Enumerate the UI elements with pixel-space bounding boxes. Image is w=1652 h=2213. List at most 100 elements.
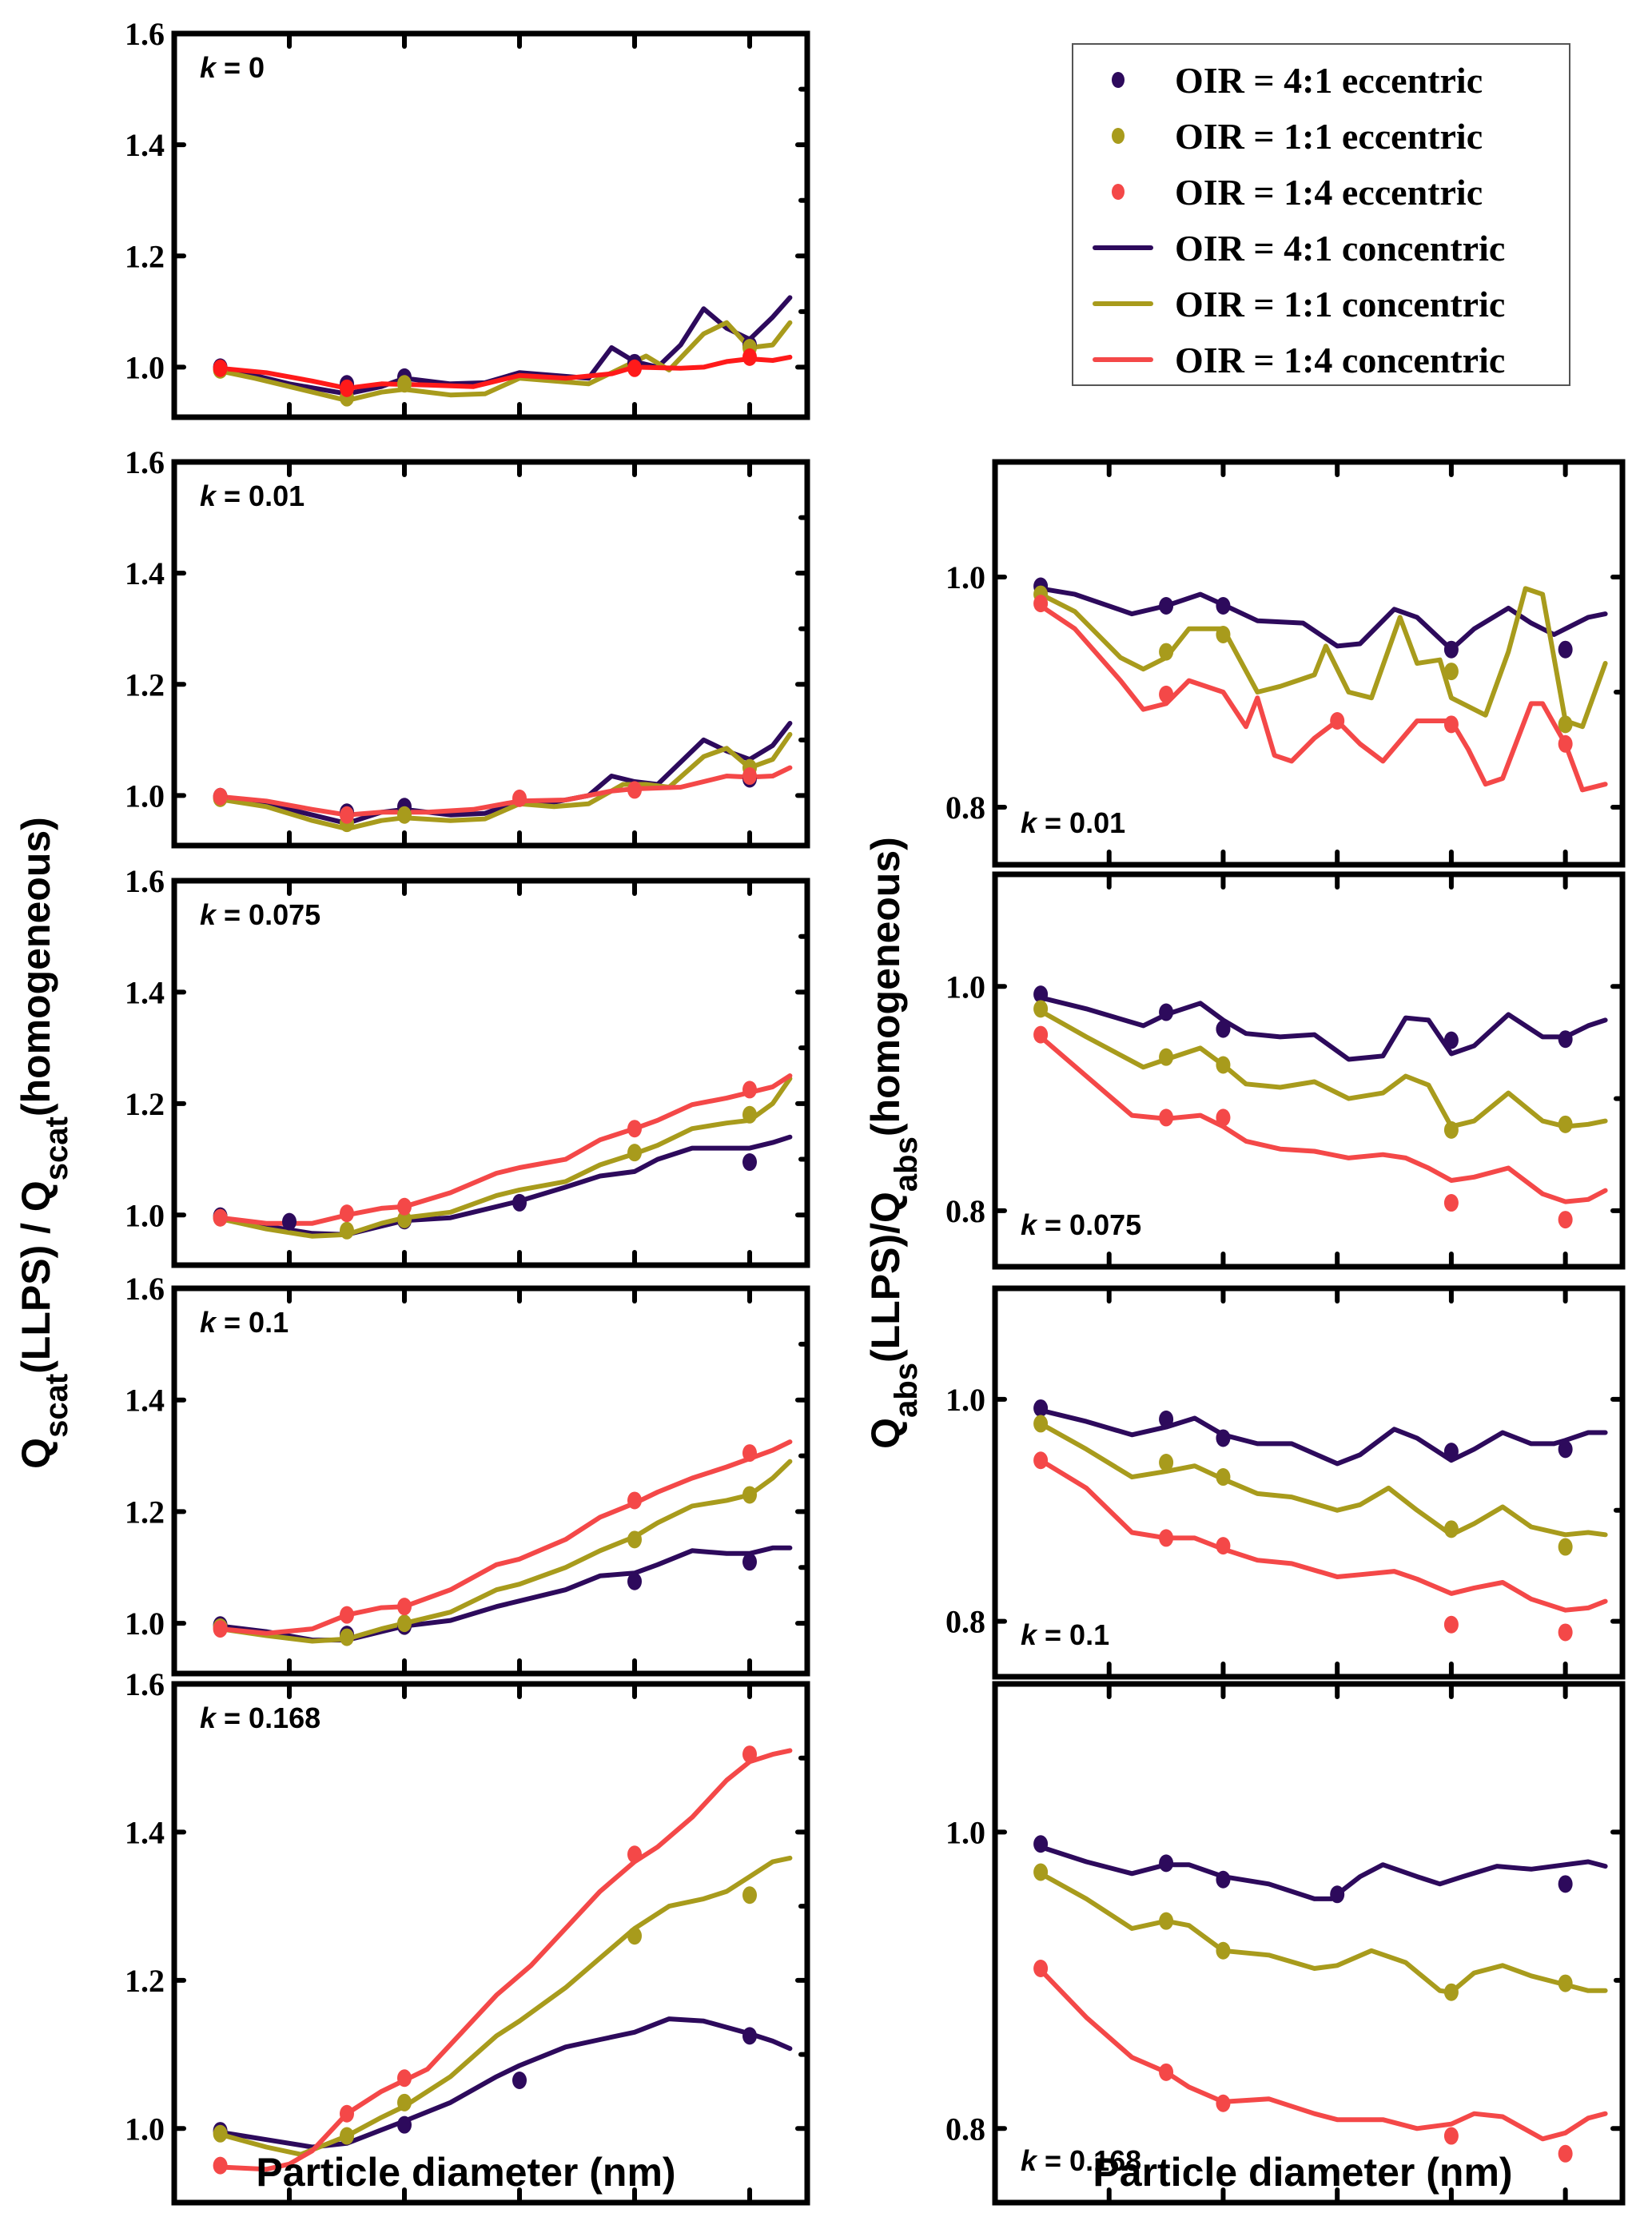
panel-scat_k0: 1.0 1.2 1.4 1.6 k = 0 <box>125 16 810 420</box>
k-value: = 0.168 <box>216 1702 320 1734</box>
data-point-oir-1-4-eccentric <box>1033 595 1049 613</box>
y-tick-label: 1.6 <box>125 863 165 899</box>
y-tick-label: 1.0 <box>125 349 165 385</box>
right-y-axis-title-mid: (LLPS)/Q <box>863 1192 908 1363</box>
data-point-oir-4-1-eccentric <box>1443 1031 1459 1049</box>
legend-label: OIR = 1:1 eccentric <box>1175 116 1483 157</box>
data-point-oir-4-1-eccentric <box>1033 1835 1049 1853</box>
data-point-oir-1-1-eccentric <box>397 2093 412 2112</box>
left-y-axis-title-sub2: scat <box>39 1116 74 1180</box>
data-point-oir-4-1-eccentric <box>397 2115 412 2134</box>
data-point-oir-1-4-eccentric <box>1443 1194 1459 1212</box>
k-symbol: k <box>200 51 217 84</box>
data-point-oir-1-4-eccentric <box>213 2156 228 2175</box>
data-point-oir-4-1-eccentric <box>1216 1870 1231 1889</box>
data-point-oir-1-4-eccentric <box>1443 715 1459 734</box>
data-point-oir-1-1-eccentric <box>1216 1941 1231 1960</box>
y-tick-label: 1.4 <box>125 974 165 1010</box>
data-point-oir-1-4-eccentric <box>742 767 757 786</box>
data-point-oir-4-1-eccentric <box>627 1572 642 1590</box>
k-value: = 0.01 <box>1037 806 1125 839</box>
data-point-oir-1-4-eccentric <box>742 1444 757 1463</box>
data-point-oir-4-1-eccentric <box>1159 1003 1174 1021</box>
y-tick-label: 1.0 <box>125 1197 165 1233</box>
data-point-oir-4-1-eccentric <box>1443 640 1459 659</box>
legend: OIR = 4:1 eccentric OIR = 1:1 eccentric OI… <box>1072 43 1570 386</box>
y-tick-label: 0.8 <box>945 1193 985 1229</box>
data-point-oir-1-4-eccentric <box>340 1606 354 1624</box>
data-point-oir-1-4-eccentric <box>340 379 354 397</box>
data-point-oir-1-4-eccentric <box>1558 1211 1573 1229</box>
y-tick-label: 1.2 <box>125 1494 165 1530</box>
data-point-oir-1-1-eccentric <box>1033 1415 1049 1433</box>
k-symbol: k <box>1021 1618 1038 1651</box>
right-y-axis-title: Qabs(LLPS)/Qabs(homogeneous) <box>863 837 924 1449</box>
data-point-oir-1-1-eccentric <box>1159 643 1174 661</box>
legend-marker-dot <box>1112 72 1125 88</box>
k-value: = 0.168 <box>1037 2144 1141 2177</box>
data-point-oir-4-1-eccentric <box>1033 985 1049 1004</box>
legend-label: OIR = 1:1 concentric <box>1175 284 1505 324</box>
data-point-oir-1-1-eccentric <box>742 1105 757 1124</box>
data-point-oir-4-1-eccentric <box>1216 597 1231 615</box>
y-tick-label: 1.2 <box>125 667 165 703</box>
k-value: = 0.075 <box>216 898 320 931</box>
plot-frame <box>171 30 810 420</box>
data-point-oir-4-1-eccentric <box>512 1193 527 1212</box>
y-tick-label: 1.0 <box>125 778 165 814</box>
series-line-oir-1-4-concentric <box>217 354 793 391</box>
data-point-oir-1-4-eccentric <box>627 1845 642 1864</box>
data-point-oir-1-4-eccentric <box>1558 2144 1573 2163</box>
panel-scat_k0075: 1.0 1.2 1.4 1.6 k = 0.075 <box>125 863 810 1268</box>
data-point-oir-4-1-eccentric <box>1330 1885 1345 1904</box>
data-point-oir-1-4-eccentric <box>1216 1108 1231 1127</box>
data-point-oir-1-1-eccentric <box>627 1927 642 1945</box>
data-point-oir-4-1-eccentric <box>1159 597 1174 615</box>
panel-scat_k01: 1.0 1.2 1.4 1.6 k = 0.1 <box>125 1271 810 1677</box>
data-point-oir-1-4-eccentric <box>1216 1537 1231 1555</box>
data-point-oir-1-4-eccentric <box>1159 2063 1174 2081</box>
data-point-oir-1-4-eccentric <box>742 348 757 366</box>
data-point-oir-1-1-eccentric <box>340 2127 354 2145</box>
plot-frame <box>992 1681 1626 2206</box>
k-value: = 0.01 <box>216 480 305 512</box>
data-point-oir-1-4-eccentric <box>627 1120 642 1138</box>
data-point-oir-4-1-eccentric <box>1216 1020 1231 1038</box>
plot-frame <box>171 1285 810 1677</box>
series-line-oir-4-1-concentric <box>1038 995 1608 1062</box>
k-symbol: k <box>200 898 217 931</box>
series-line-oir-4-1-concentric <box>1038 1407 1608 1467</box>
legend-box <box>1072 43 1570 386</box>
panel-k-label: k = 0.1 <box>200 1306 289 1339</box>
plot-frame <box>171 878 810 1268</box>
data-point-oir-1-1-eccentric <box>742 1886 757 1905</box>
data-point-oir-1-4-eccentric <box>512 789 527 807</box>
data-point-oir-4-1-eccentric <box>742 1153 757 1172</box>
panel-abs_k0168: 01002003004005000.81.0k = 0.168 <box>945 1681 1626 2206</box>
k-symbol: k <box>200 480 217 512</box>
data-point-oir-1-1-eccentric <box>1159 1454 1174 1472</box>
series-line-oir-1-1-concentric <box>217 1855 793 2157</box>
legend-label: OIR = 4:1 concentric <box>1175 228 1505 269</box>
y-tick-label: 1.4 <box>125 555 165 591</box>
data-point-oir-1-4-eccentric <box>213 359 228 377</box>
y-tick-label: 1.4 <box>125 127 165 163</box>
data-point-oir-1-1-eccentric <box>1159 1912 1174 1930</box>
y-tick-label: 0.8 <box>945 2111 985 2147</box>
data-point-oir-1-4-eccentric <box>1159 1529 1174 1547</box>
y-tick-label: 1.6 <box>125 1271 165 1307</box>
panel-scat_k001: 1.0 1.2 1.4 1.6 k = 0.01 <box>125 444 810 849</box>
data-point-oir-1-4-eccentric <box>213 787 228 806</box>
series-line-oir-1-1-concentric <box>1038 1871 1608 1995</box>
series-line-oir-4-1-concentric <box>1038 1845 1608 1901</box>
left-y-axis-title-q: Q <box>14 1438 58 1469</box>
data-point-oir-1-4-eccentric <box>340 2104 354 2123</box>
data-point-oir-1-1-eccentric <box>1443 663 1459 681</box>
series-line-oir-1-1-concentric <box>217 320 793 404</box>
data-point-oir-1-4-eccentric <box>742 1081 757 1099</box>
right-y-axis-title-end: (homogeneous) <box>863 837 908 1136</box>
data-point-oir-1-1-eccentric <box>397 1614 412 1633</box>
data-point-oir-1-1-eccentric <box>1216 1468 1231 1487</box>
legend-marker-dot <box>1112 128 1125 144</box>
